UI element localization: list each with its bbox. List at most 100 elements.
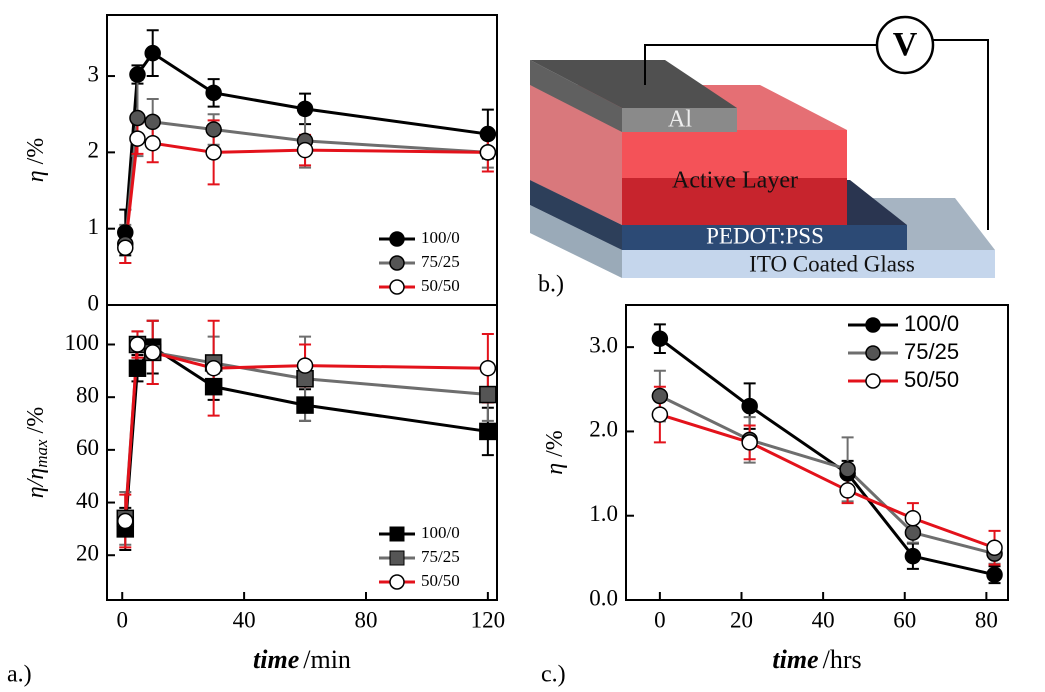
panel-label: c.) <box>541 662 566 688</box>
x-tick-label: 20 <box>730 607 753 632</box>
y-axis-label: η /% <box>23 138 49 183</box>
series-line <box>123 136 488 248</box>
y-tick-label: 0.0 <box>589 585 618 610</box>
plot-frame <box>625 304 1009 601</box>
legend-label: 50/50 <box>421 571 460 590</box>
panel-label: b.) <box>538 272 564 298</box>
meter-label: V <box>893 26 918 63</box>
x-tick-label: 120 <box>471 607 506 632</box>
marker <box>296 141 314 159</box>
series-line <box>123 51 489 233</box>
x-tick-label: 60 <box>893 607 916 632</box>
al-front <box>622 108 737 132</box>
marker <box>205 144 222 161</box>
label-sub: max <box>32 439 51 468</box>
marker <box>904 524 922 541</box>
legend-label: 75/25 <box>904 339 959 364</box>
marker <box>986 566 1003 583</box>
label-symbol: time <box>772 645 818 674</box>
y-tick-label: 40 <box>76 488 99 513</box>
active-shade <box>622 178 847 225</box>
marker <box>904 547 922 565</box>
marker <box>651 330 669 347</box>
legend-label: 75/25 <box>421 547 460 566</box>
x-tick-label: 0 <box>116 607 128 632</box>
pedot-front <box>622 225 907 250</box>
x-tick-label: 40 <box>233 607 256 632</box>
layer-label: PEDOT:PSS <box>706 223 824 248</box>
marker <box>479 359 497 377</box>
label-symbol: time <box>253 645 299 674</box>
marker <box>741 434 758 451</box>
legend-marker <box>389 279 405 295</box>
legend-marker <box>389 255 405 271</box>
x-axis-label: time/min <box>253 645 351 674</box>
marker <box>839 461 856 478</box>
marker <box>479 125 497 143</box>
legend-label: 100/0 <box>421 523 460 542</box>
label-unit: /min <box>303 645 351 674</box>
legend-label: 50/50 <box>904 367 959 392</box>
y-axis-label: η/ηmax /% <box>23 407 51 498</box>
marker <box>117 239 134 257</box>
marker <box>986 539 1003 556</box>
x-tick-label: 80 <box>975 607 998 632</box>
marker <box>144 44 161 62</box>
voltmeter <box>875 15 935 75</box>
pedot-side <box>530 180 622 250</box>
legend-marker <box>389 231 405 247</box>
y-tick-label: 3.0 <box>589 332 618 357</box>
marker <box>839 482 856 499</box>
plot-frame <box>106 304 498 601</box>
marker <box>144 344 161 361</box>
legend-label: 50/50 <box>421 276 460 295</box>
y-tick-label: 3 <box>88 61 100 86</box>
y-tick-label: 1.0 <box>589 501 618 526</box>
marker <box>144 134 161 152</box>
x-tick-label: 80 <box>354 607 377 632</box>
marker <box>741 397 758 415</box>
y-tick-label: 2 <box>88 138 100 163</box>
layer-label: ITO Coated Glass <box>749 251 915 276</box>
legend-label: 100/0 <box>904 311 959 336</box>
marker <box>129 109 146 127</box>
x-tick-label: 40 <box>812 607 835 632</box>
marker <box>651 387 669 405</box>
legend-label: 75/25 <box>421 252 460 271</box>
y-tick-label: 60 <box>76 435 99 460</box>
series-line <box>659 413 996 550</box>
marker <box>479 385 497 404</box>
legend-marker <box>865 345 881 361</box>
label-unit: /% <box>23 138 49 165</box>
marker <box>128 359 147 377</box>
label-unit: /hrs <box>823 645 862 674</box>
marker <box>204 377 223 396</box>
al-top <box>530 60 737 108</box>
y-tick-label: 2.0 <box>589 417 618 442</box>
legend-marker <box>389 574 405 590</box>
legend-marker <box>865 373 881 389</box>
marker <box>904 509 922 527</box>
y-tick-label: 80 <box>76 382 99 407</box>
marker <box>296 396 314 414</box>
marker <box>117 512 134 530</box>
label-symbol: η <box>23 170 49 182</box>
y-tick-label: 0 <box>88 290 100 315</box>
y-tick-label: 1 <box>88 214 100 239</box>
y-axis-label: η /% <box>542 430 568 475</box>
glass-front <box>622 250 995 278</box>
glass-side <box>530 205 622 278</box>
panel-label: a.) <box>7 662 32 688</box>
legend-marker <box>389 526 405 542</box>
marker <box>205 84 222 102</box>
x-tick-label: 0 <box>654 607 666 632</box>
marker <box>479 144 497 161</box>
marker <box>144 113 161 131</box>
y-tick-label: 20 <box>76 541 99 566</box>
marker <box>205 359 222 377</box>
label-symbol: η <box>542 463 568 475</box>
marker <box>129 66 146 83</box>
label-unit: /% <box>23 407 49 434</box>
marker <box>651 406 669 423</box>
